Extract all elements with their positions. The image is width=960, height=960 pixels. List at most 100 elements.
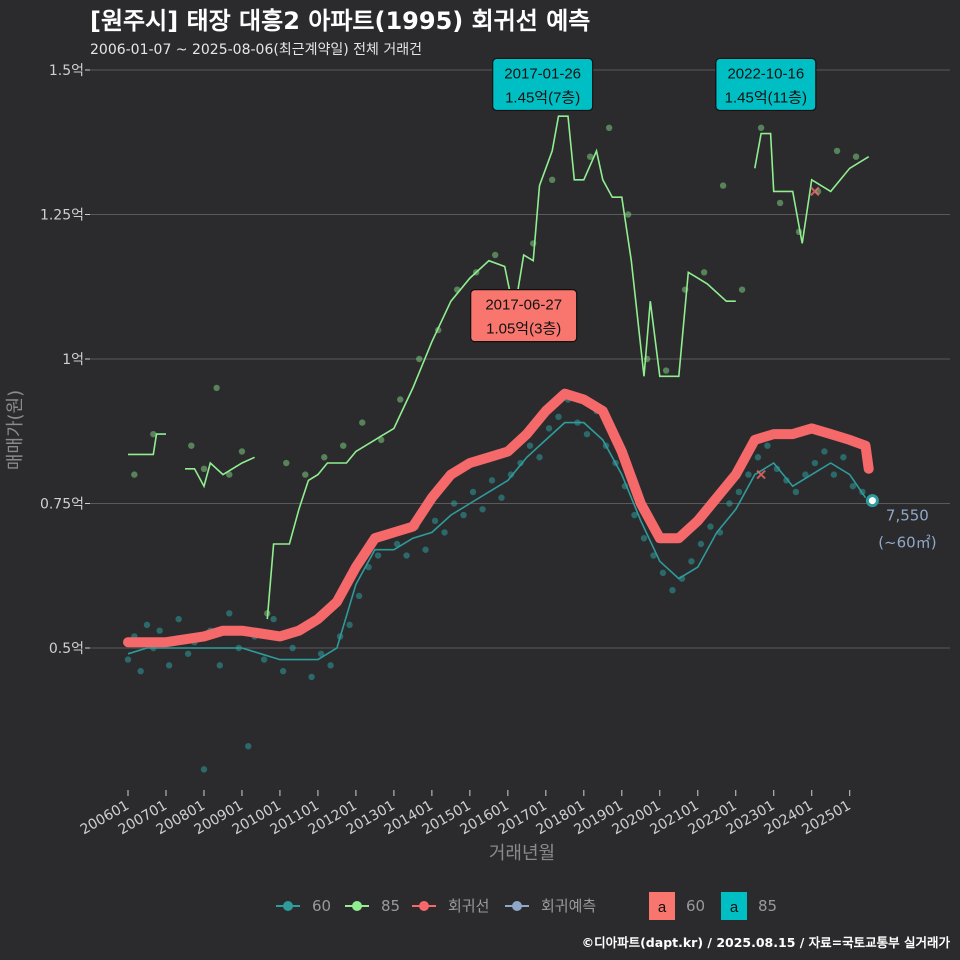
- y-tick-label: 1억: [62, 352, 84, 368]
- scatter-point-60: [745, 471, 752, 478]
- scatter-point-60: [403, 552, 410, 559]
- scatter-point-85: [833, 147, 841, 155]
- plot-area: 7,550 (~60㎡): [123, 95, 937, 773]
- annotation-box: [470, 289, 578, 343]
- scatter-point-60: [156, 627, 163, 634]
- y-tick-label: 0.75억: [40, 497, 84, 513]
- scatter-point-85: [397, 396, 404, 403]
- scatter-point-60: [308, 673, 315, 681]
- series-line-85: [754, 132, 870, 244]
- legend-key-point: [352, 901, 362, 911]
- scatter-point-60: [355, 592, 363, 600]
- scatter-point-85: [700, 269, 708, 276]
- scatter-point-60: [735, 488, 743, 496]
- scatter-point-85: [226, 471, 233, 478]
- scatter-point-60: [289, 644, 296, 652]
- scatter-point-60: [821, 448, 828, 455]
- y-axis-ticks: 0.5억 0.75억 1억 1.25억 1.5억: [40, 63, 90, 657]
- scatter-point-85: [188, 442, 195, 449]
- scatter-point-85: [359, 419, 366, 426]
- legend-label: 회귀선: [448, 897, 489, 915]
- scatter-point-85: [238, 448, 246, 455]
- scatter-point-60: [317, 650, 325, 657]
- x-axis-label: 거래년월: [489, 843, 555, 864]
- scatter-point-60: [498, 494, 505, 501]
- legend-key-point: [512, 901, 522, 911]
- scatter-point-60: [469, 488, 477, 496]
- scatter-point-85: [738, 286, 746, 293]
- scatter-point-60: [545, 425, 553, 432]
- scatter-point-60: [555, 413, 562, 420]
- scatter-point-60: [431, 517, 439, 525]
- legend-label: 60: [686, 897, 705, 915]
- annotation-value: 1.05억(3층): [486, 321, 561, 338]
- scatter-point-85: [586, 153, 594, 160]
- legend-key-point: [419, 901, 429, 911]
- legend-label: 60: [312, 897, 331, 915]
- legend-label: 85: [381, 897, 400, 915]
- scatter-point-85: [776, 199, 784, 207]
- regression-line: [123, 388, 874, 648]
- legend-key-label-box: [721, 892, 747, 920]
- legend-key-glyph: a: [730, 899, 739, 916]
- scatter-point-85: [491, 251, 499, 259]
- y-axis-label: 매매가(원): [5, 390, 26, 470]
- scatter-point-60: [374, 552, 382, 559]
- scatter-point-85: [200, 465, 208, 473]
- scatter-point-85: [340, 442, 347, 449]
- annotation-date: 2017-01-26: [504, 65, 581, 82]
- legend-label: 회귀예측: [541, 897, 596, 915]
- scatter-point-60: [488, 477, 496, 484]
- chart-subtitle: 2006-01-07 ~ 2025-08-06(최근계약일) 전체 거래건: [90, 42, 422, 58]
- scatter-point-60: [583, 430, 591, 438]
- scatter-point-85: [757, 124, 765, 131]
- scatter-point-85: [283, 459, 290, 467]
- scatter-point-60: [517, 459, 524, 467]
- scatter-point-85: [416, 355, 423, 363]
- scatter-point-60: [216, 662, 223, 669]
- scatter-point-60: [669, 587, 676, 594]
- scatter-point-85: [719, 182, 727, 189]
- scatter-point-60: [450, 500, 458, 507]
- scatter-point-85: [662, 367, 670, 374]
- scatter-point-60: [764, 442, 771, 449]
- forecast-area-label: (~60㎡): [878, 534, 936, 552]
- chart-title: [원주시] 태장 대흥2 아파트(1995) 회귀선 예측: [90, 7, 590, 35]
- annotation-value: 1.45억(11층): [725, 89, 807, 106]
- legend-key-label-box: [649, 892, 675, 920]
- scatter-point-85: [605, 124, 613, 131]
- scatter-point-60: [783, 477, 790, 484]
- scatter-point-60: [792, 488, 800, 496]
- scatter-point-60: [124, 656, 132, 663]
- scatter-point-60: [184, 650, 192, 657]
- series-line-85: [266, 115, 736, 620]
- scatter-point-60: [526, 442, 534, 449]
- x-axis-ticks: 2006012007012008012009012010012011012012…: [78, 790, 854, 838]
- scatter-point-60: [726, 500, 733, 507]
- scatter-point-60: [137, 667, 144, 675]
- legend-key-point: [283, 901, 293, 911]
- regression-marker: [810, 186, 820, 197]
- scatter-point-60: [697, 540, 705, 548]
- scatter-point-60: [802, 471, 809, 478]
- scatter-point-60: [346, 621, 353, 629]
- scatter-point-85: [150, 430, 157, 438]
- forecast-point: [865, 494, 879, 508]
- scatter-point-85: [213, 384, 220, 392]
- scatter-point-60: [536, 454, 543, 461]
- scatter-point-85: [548, 176, 556, 184]
- legend-key-glyph: a: [658, 899, 667, 916]
- legend: 60 85 회귀선 회귀예측 a 60 a 85: [276, 892, 777, 920]
- scatter-point-85: [321, 454, 328, 461]
- annotation-labels: 2017-01-26 1.45억(7층) 2022-10-16 1.45억(11층) 2…: [470, 57, 817, 343]
- annotation-date: 2017-06-27: [485, 297, 562, 314]
- scatter-point-60: [175, 615, 182, 623]
- annotation-box: [715, 57, 817, 112]
- scatter-point-60: [659, 569, 667, 577]
- series-line-85: [185, 456, 255, 489]
- scatter-point-60: [441, 529, 448, 536]
- scatter-point-60: [830, 471, 838, 478]
- scatter-point-60: [631, 511, 638, 519]
- scatter-point-85: [131, 471, 138, 478]
